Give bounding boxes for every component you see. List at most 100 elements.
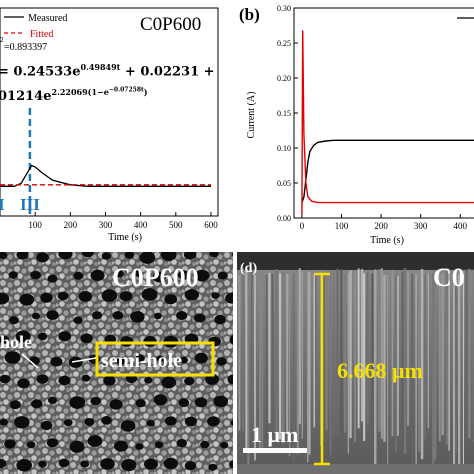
equation-line2-close: ) [143, 86, 148, 97]
sem-column [360, 269, 364, 422]
sem-hole [135, 399, 146, 408]
sem-hole [156, 355, 165, 363]
sem-column [286, 273, 289, 433]
sem-hole [15, 330, 31, 343]
equation-line1-main: = 0.24533e [0, 64, 81, 80]
sem-hole [207, 416, 220, 427]
panel-label-d: (d) [240, 261, 257, 276]
sem-hole [217, 271, 228, 280]
sem-column [278, 273, 282, 440]
sem-image-c: C0P600 hole semi-hole [0, 252, 233, 474]
sem-column [462, 274, 464, 468]
sem-column [411, 273, 414, 469]
sem-substrate [237, 464, 474, 474]
sem-column [308, 272, 311, 455]
sem-hole [144, 377, 153, 384]
xtick-label: 200 [64, 220, 78, 230]
sem-hole [208, 463, 218, 471]
sem-hole [4, 439, 16, 449]
region-label-III: III [20, 195, 40, 214]
annotation-hole: hole [0, 332, 32, 352]
sem-hole [31, 312, 41, 320]
chart-a-frame [0, 7, 219, 217]
sem-hole [194, 397, 208, 408]
sem-column [458, 274, 461, 469]
xtick-label: 0 [300, 221, 305, 231]
sem-column [363, 273, 366, 441]
sem-hole [68, 356, 83, 368]
sem-column [301, 271, 303, 439]
series-red [301, 30, 474, 215]
sem-hole [161, 376, 177, 389]
sem-hole [153, 394, 168, 406]
sem-hole [78, 291, 93, 302]
sem-hole [58, 331, 72, 342]
sem-hole [124, 252, 135, 259]
sem-column [281, 272, 285, 444]
sem-hole [146, 419, 155, 427]
sem-hole [46, 310, 59, 320]
sem-hole [19, 293, 35, 306]
chart-b-frame [293, 7, 474, 219]
chart-b-xticks: 0 100 200 300 400 [300, 214, 468, 231]
sem-hole [116, 357, 126, 365]
sem-column [383, 274, 386, 442]
equation-line2-exp: 2.22069(1−e [51, 86, 109, 97]
sem-column [427, 273, 429, 429]
sem-hole [176, 439, 187, 448]
sem-hole [69, 396, 86, 409]
xtick-label: 100 [28, 220, 42, 230]
equation-line-2: 01214e2.22069(1−e−0.07258t) [0, 86, 148, 104]
sem-hole [16, 252, 29, 260]
sem-column [261, 270, 264, 451]
sem-column [275, 269, 278, 439]
panel-d-sem-image: (d) C0 6.668 μm 1 μm [237, 252, 474, 474]
xtick-label: 200 [374, 221, 388, 231]
sem-hole [229, 460, 233, 469]
sem-hole [135, 354, 145, 362]
sem-column [401, 271, 404, 430]
scale-bar-label: 1 μm [251, 422, 298, 447]
xtick-label: 400 [134, 220, 148, 230]
chart-a-plot [0, 108, 211, 216]
sem-hole [63, 419, 73, 427]
sem-hole [101, 289, 118, 302]
sem-hole [0, 292, 9, 305]
xtick-label: 300 [99, 220, 113, 230]
sem-holes [0, 252, 233, 472]
sample-label-a: C0P600 [140, 14, 201, 35]
sem-column [247, 270, 250, 465]
equation-line2-exp2: −0.07258t [108, 86, 144, 93]
sem-top-layer [237, 252, 474, 270]
sem-hole [80, 333, 93, 344]
sem-column [434, 272, 437, 460]
sem-hole [46, 438, 59, 448]
sem-hole [230, 419, 233, 427]
sem-hole [0, 458, 7, 469]
r2-value: =0.893397 [4, 42, 47, 53]
sem-hole [119, 291, 133, 302]
sem-hole [57, 291, 69, 301]
sem-hole [184, 377, 195, 386]
sem-column [336, 268, 339, 436]
sem-hole [120, 336, 134, 347]
panel-b: (b) 0.00 0.05 0.10 0.15 0.20 0.25 0.30 0 100 200… [237, 0, 474, 248]
sem-column [266, 274, 268, 440]
sem-hole [9, 316, 19, 325]
sem-column [315, 272, 317, 426]
sem-column [397, 275, 399, 436]
sem-hole [194, 313, 206, 323]
sem-hole [135, 443, 144, 450]
sem-column [349, 270, 352, 438]
sem-hole [120, 420, 136, 432]
panel-c-sem-image: C0P600 hole semi-hole [0, 252, 233, 474]
sem-hole [214, 314, 226, 325]
ytick-label: 0.00 [277, 214, 291, 223]
sample-label-c: C0P600 [112, 263, 199, 292]
sem-column [395, 274, 397, 452]
chart-a: C0P600 Measured Fitted 2 =0.893397 100 20… [0, 7, 219, 243]
region-label-I: I [0, 195, 5, 214]
chart-a-xlabel: Time (s) [108, 232, 142, 243]
sem-column [366, 272, 369, 425]
equation-line-1: = 0.24533e0.49849t + 0.02231 + [0, 62, 215, 79]
